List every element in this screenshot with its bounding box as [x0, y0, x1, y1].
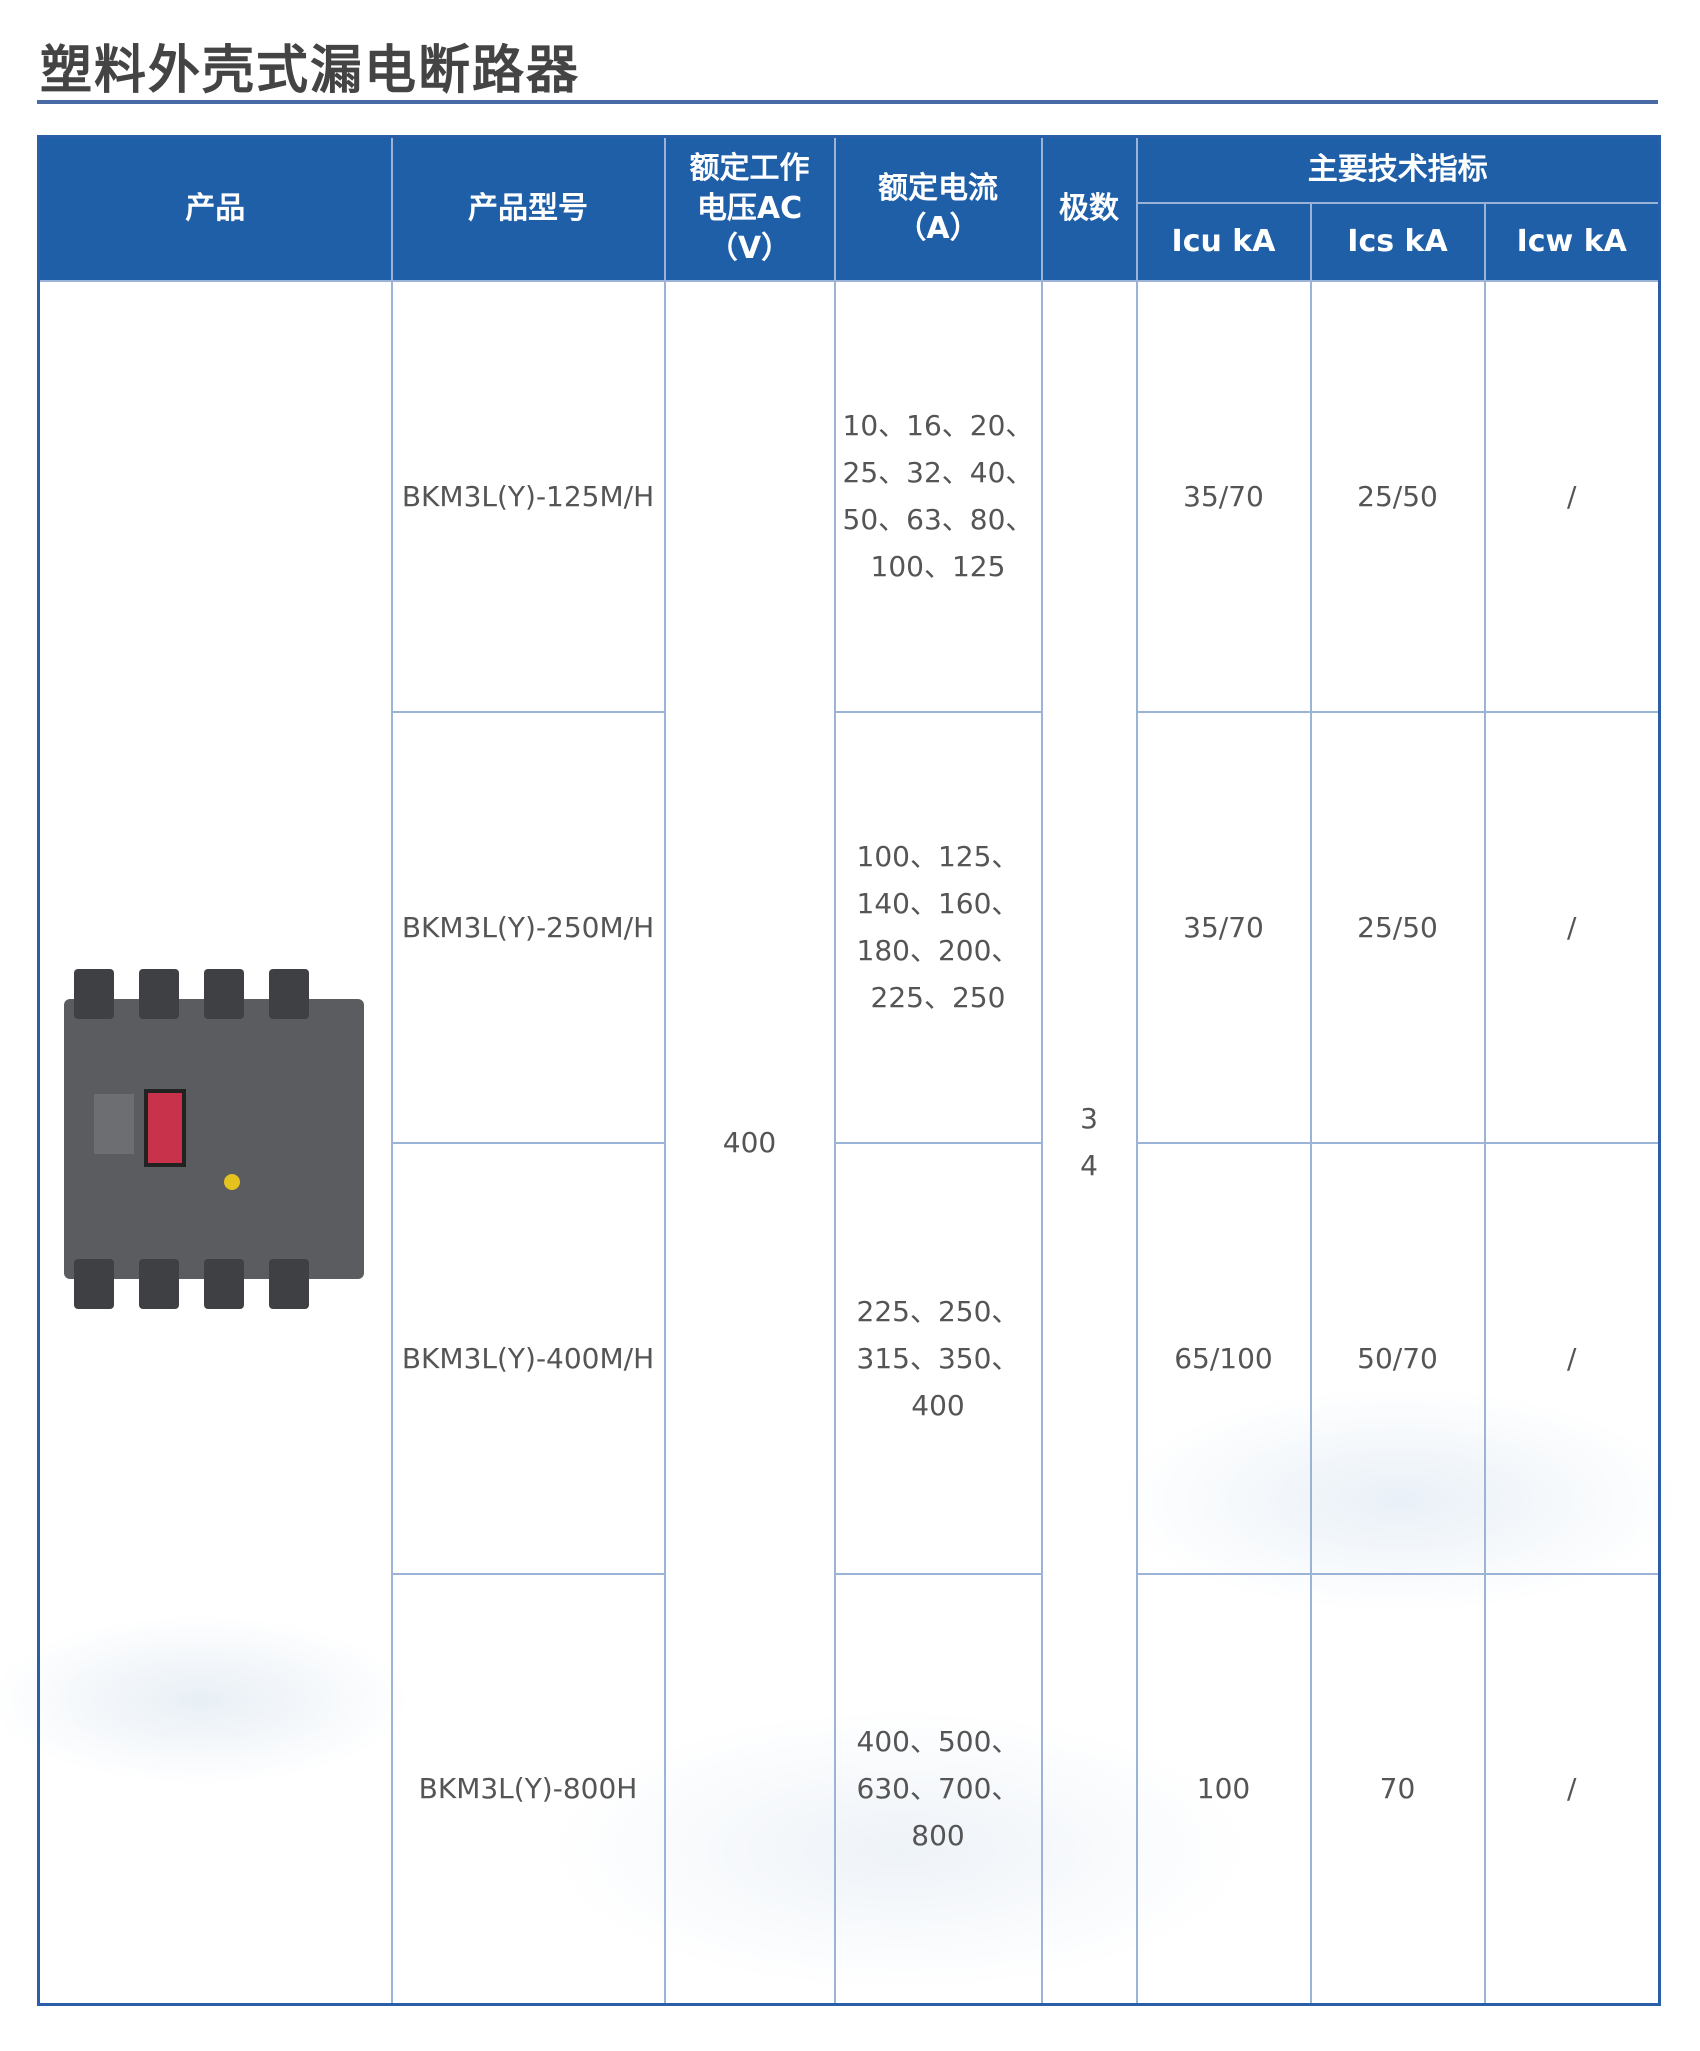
header-icu: Icu kA — [1135, 201, 1312, 282]
icu-cell: 65/100 — [1135, 1141, 1312, 1575]
table-row: BKM3L(Y)-800H 400、500、 630、700、 800 100 … — [39, 1572, 1661, 2006]
model-cell: BKM3L(Y)-400M/H — [390, 1141, 666, 1575]
model-cell: BKM3L(Y)-800H — [390, 1572, 666, 2006]
current-cell: 400、500、 630、700、 800 — [833, 1572, 1043, 2006]
icw-cell: / — [1483, 710, 1661, 1144]
title-divider — [37, 100, 1658, 104]
poles-cell: 3 4 — [1040, 279, 1138, 2006]
ics-cell: 25/50 — [1309, 279, 1486, 713]
header-icw: Icw kA — [1483, 201, 1661, 282]
icw-cell: / — [1483, 1141, 1661, 1575]
voltage-cell: 400 — [663, 279, 836, 2006]
icu-cell: 100 — [1135, 1572, 1312, 2006]
spec-table: 产品 产品型号 额定工作电压AC（V） 额定电流（A） 极数 主要技术指标 Ic… — [37, 135, 1662, 2006]
header-voltage: 额定工作电压AC（V） — [663, 135, 836, 282]
header-poles: 极数 — [1040, 135, 1138, 282]
table-row: BKM3L(Y)-125M/H 400 10、16、20、 25、32、40、 … — [37, 279, 1661, 2006]
page-title: 塑料外壳式漏电断路器 — [40, 41, 581, 101]
header-product: 产品 — [37, 135, 393, 282]
ics-cell: 50/70 — [1309, 1141, 1486, 1575]
model-cell: BKM3L(Y)-250M/H — [390, 710, 666, 1144]
current-cell: 225、250、 315、350、400 — [833, 1141, 1043, 1575]
icu-cell: 35/70 — [1135, 279, 1312, 713]
current-cell: 10、16、20、 25、32、40、 50、63、80、 100、125 — [833, 279, 1043, 713]
header-current: 额定电流（A） — [833, 135, 1043, 282]
header-specs: 主要技术指标 — [1135, 135, 1661, 204]
current-cell: 100、125、 140、160、 180、200、 225、250 — [833, 710, 1043, 1144]
model-cell: BKM3L(Y)-125M/H — [390, 279, 666, 713]
table-row: BKM3L(Y)-250M/H 100、125、 140、160、 180、20… — [39, 710, 1661, 1144]
ics-cell: 70 — [1309, 1572, 1486, 2006]
table-row: BKM3L(Y)-400M/H 225、250、 315、350、400 65/… — [39, 1141, 1661, 1575]
icu-cell: 35/70 — [1135, 710, 1312, 1144]
circuit-breaker-image — [54, 969, 376, 1315]
icw-cell: / — [1483, 279, 1661, 713]
ics-cell: 25/50 — [1309, 710, 1486, 1144]
icw-cell: / — [1483, 1572, 1661, 2006]
header-model: 产品型号 — [390, 135, 666, 282]
header-ics: Ics kA — [1309, 201, 1486, 282]
product-image-cell — [37, 279, 393, 2006]
